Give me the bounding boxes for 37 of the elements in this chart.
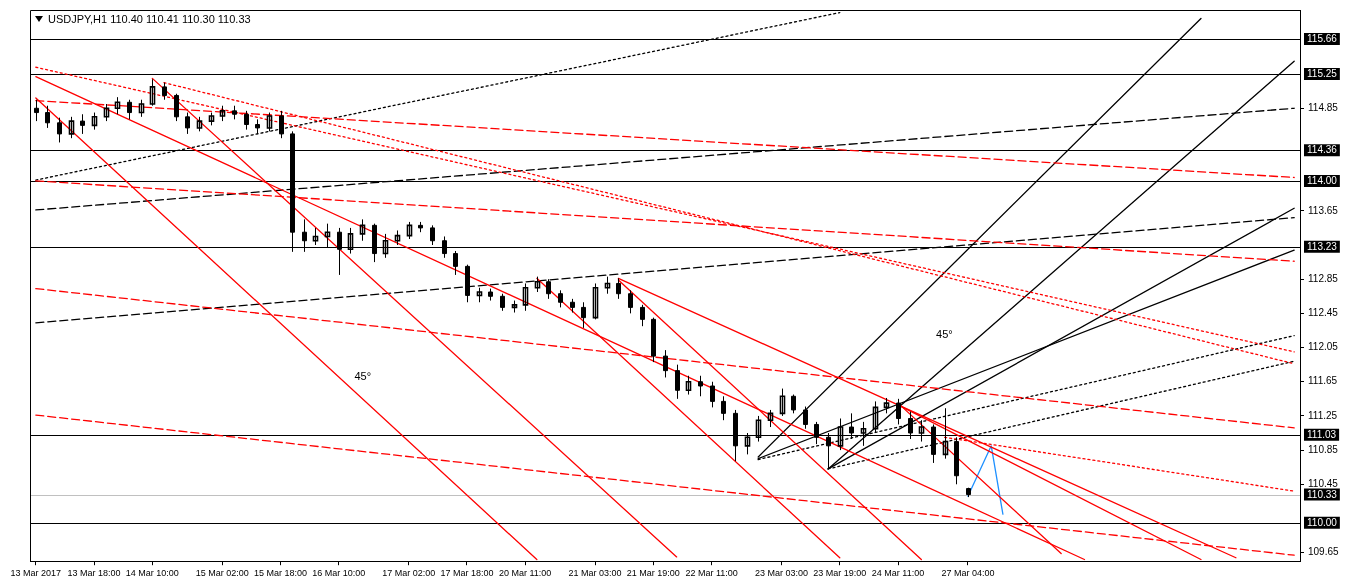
- annotation: 45°: [354, 369, 372, 382]
- x-tick-label: 21 Mar 03:00: [568, 568, 622, 579]
- y-tick-label: 109.65: [1308, 546, 1340, 558]
- annotation: 45°: [936, 328, 953, 341]
- y-tick-label: 112.05: [1308, 341, 1339, 353]
- y-tick-label: 112.85: [1308, 272, 1339, 284]
- y-tick-label: 112.45: [1308, 307, 1339, 319]
- x-tick-label: 22 Mar 11:00: [685, 568, 738, 579]
- x-tick-label: 17 Mar 18:00: [440, 568, 494, 579]
- y-tick-label: 110.85: [1308, 443, 1339, 455]
- ref-line-label: 110.00: [1307, 516, 1338, 528]
- x-tick-label: 16 Mar 10:00: [312, 568, 366, 579]
- ref-line-label: 115.25: [1307, 68, 1338, 80]
- x-tick-label: 24 Mar 11:00: [871, 568, 925, 579]
- ref-line-label: 111.03: [1307, 428, 1337, 440]
- y-tick-label: 113.65: [1308, 204, 1339, 216]
- x-tick-label: 20 Mar 11:00: [499, 568, 552, 579]
- x-tick-label: 27 Mar 04:00: [941, 568, 995, 579]
- x-tick-label: 15 Mar 02:00: [195, 568, 249, 579]
- x-tick-label: 13 Mar 18:00: [67, 568, 121, 579]
- x-tick-label: 23 Mar 19:00: [813, 568, 867, 579]
- y-tick-label: 110.45: [1308, 478, 1339, 490]
- y-tick-label: 111.65: [1308, 375, 1338, 387]
- x-tick-label: 21 Mar 19:00: [626, 568, 680, 579]
- y-tick-label: 114.85: [1308, 102, 1339, 114]
- ref-line-label: 110.33: [1307, 488, 1338, 500]
- y-tick-label: 111.25: [1308, 409, 1338, 421]
- x-tick-label: 17 Mar 02:00: [382, 568, 436, 579]
- chart-title: USDJPY,H1 110.40 110.41 110.30 110.33: [48, 13, 251, 25]
- ref-line-label: 113.23: [1307, 240, 1338, 252]
- x-tick-label: 13 Mar 2017: [10, 568, 62, 579]
- x-tick-label: 15 Mar 18:00: [253, 568, 308, 579]
- x-tick-label: 14 Mar 10:00: [125, 568, 179, 579]
- ref-line-label: 115.66: [1307, 33, 1338, 45]
- x-tick-label: 23 Mar 03:00: [754, 568, 809, 579]
- ref-line-label: 114.00: [1307, 175, 1338, 187]
- ref-line-label: 114.36: [1307, 144, 1338, 156]
